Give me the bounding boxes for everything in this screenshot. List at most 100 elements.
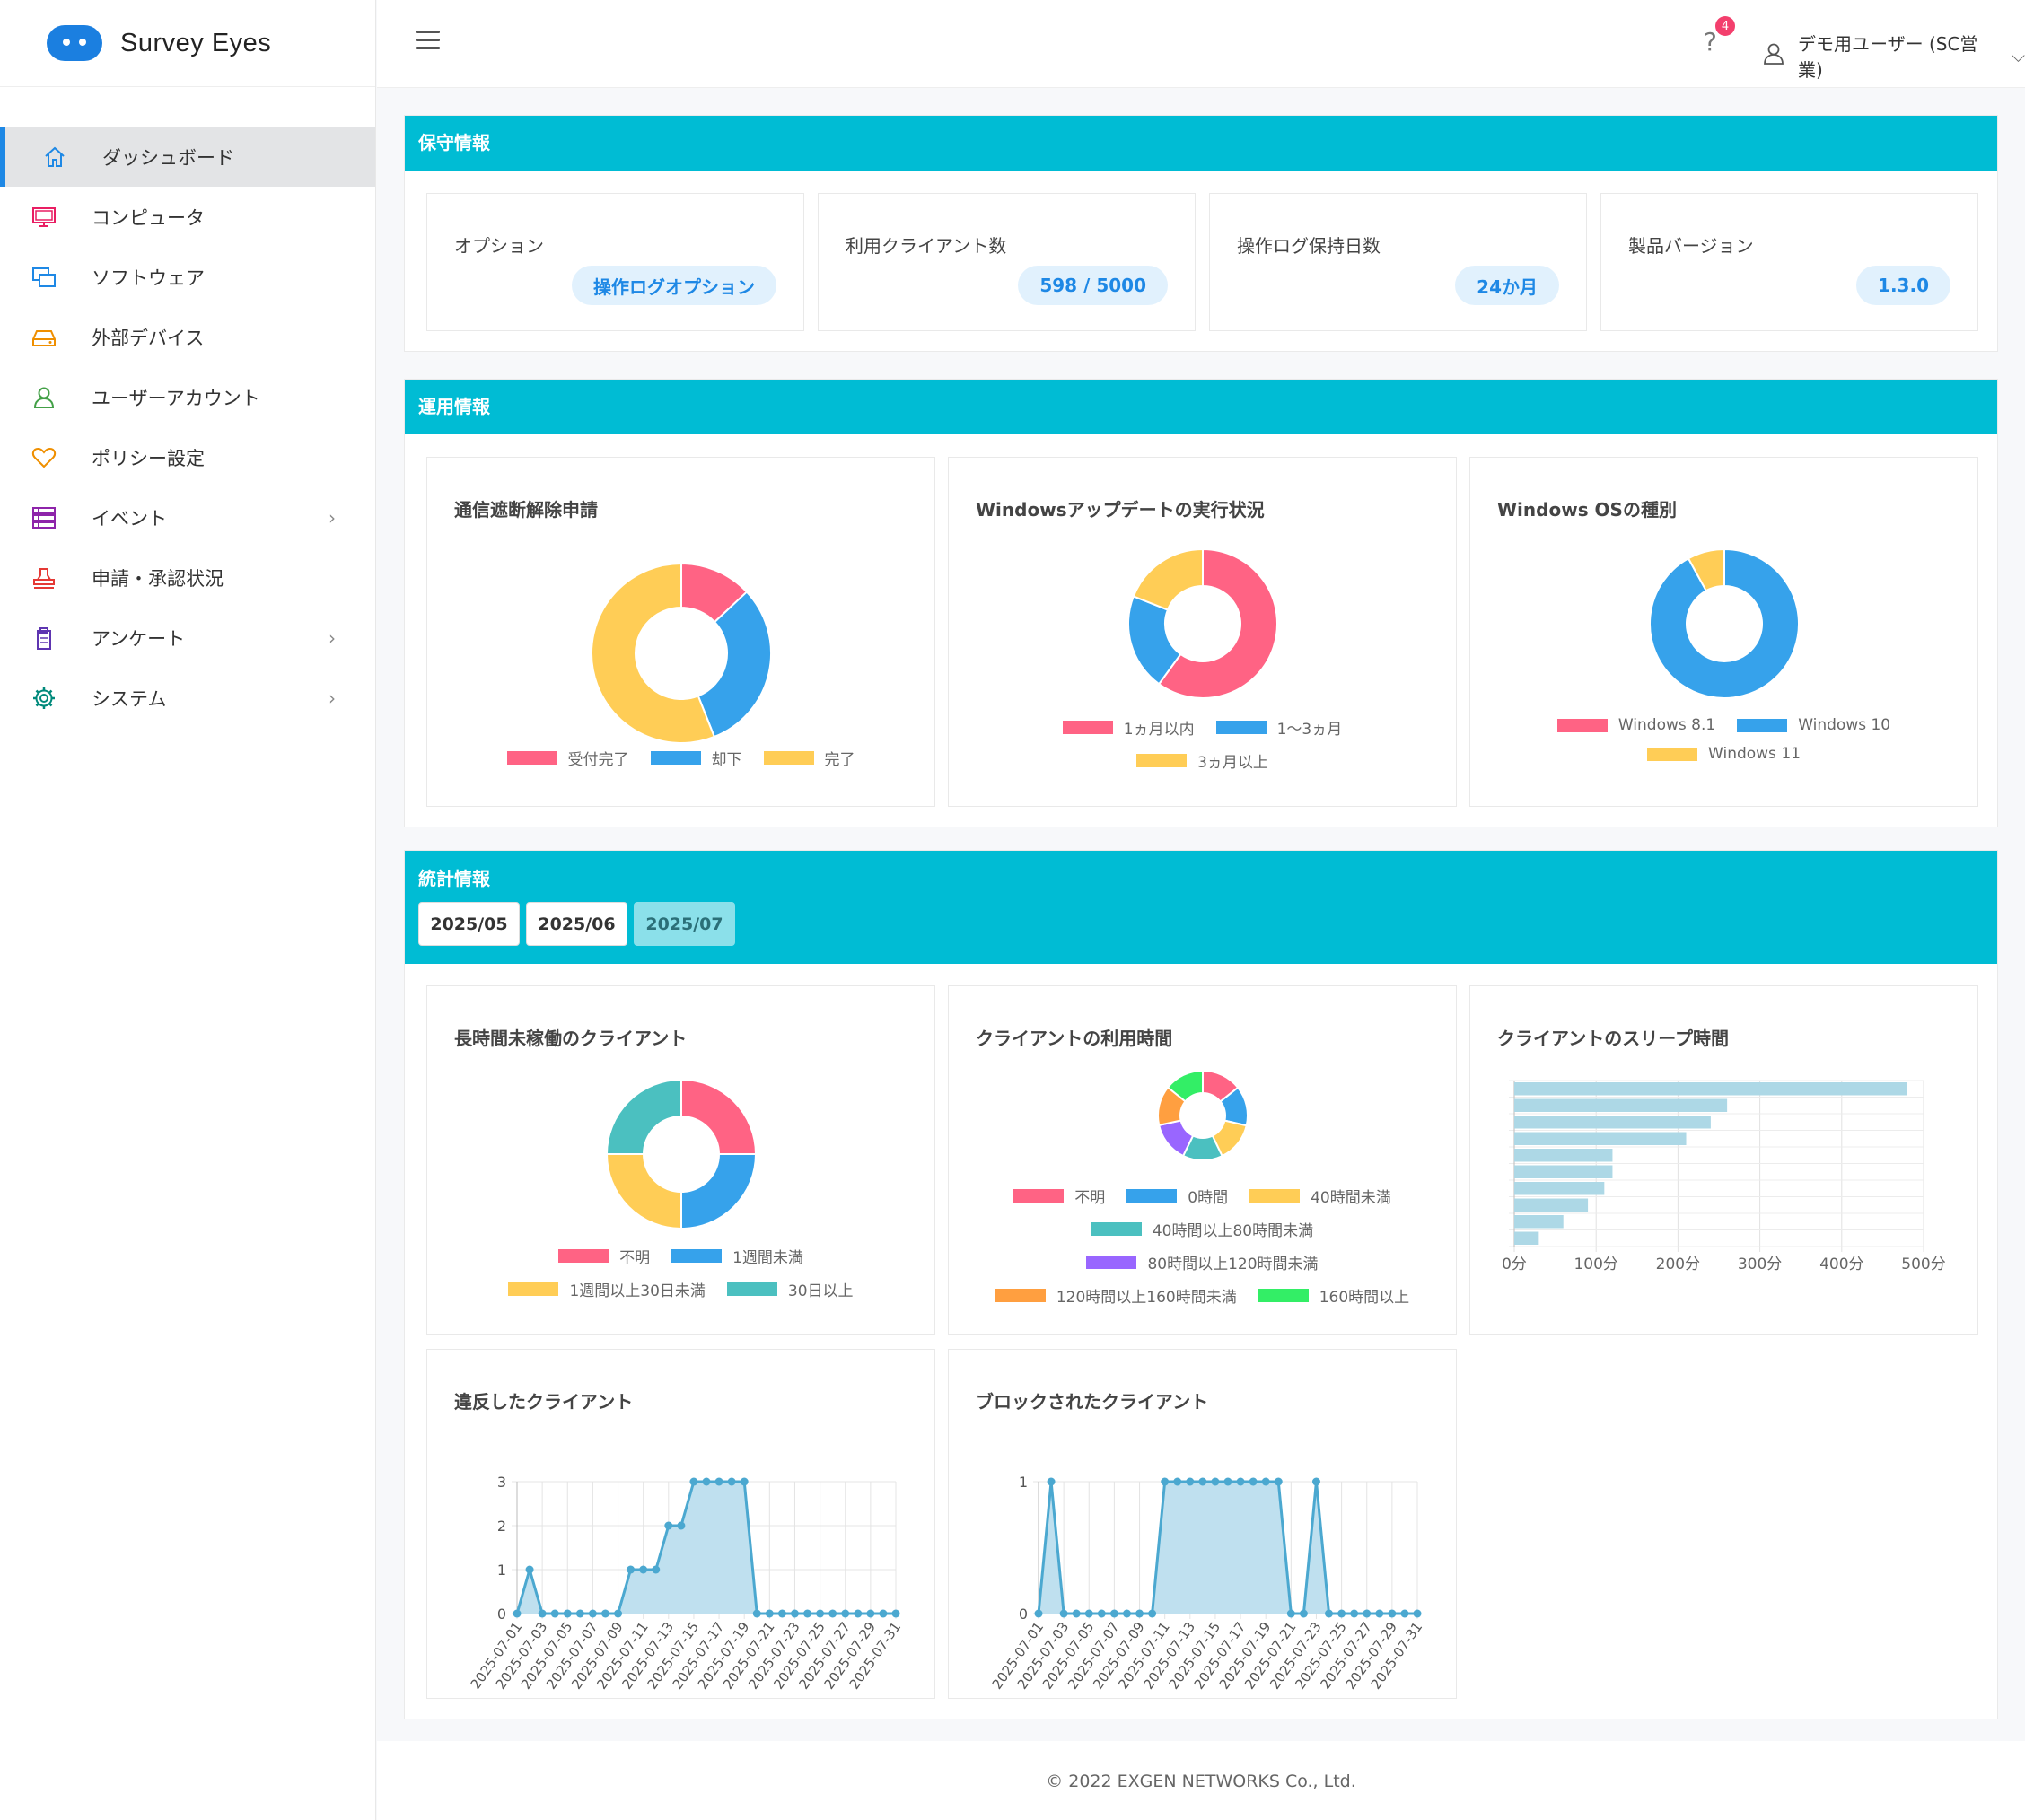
- legend-item[interactable]: 3ヵ月以上: [1136, 749, 1268, 772]
- legend-item[interactable]: Windows 10: [1737, 716, 1890, 734]
- bar[interactable]: [1514, 1132, 1687, 1146]
- bar[interactable]: [1514, 1182, 1605, 1195]
- legend-item[interactable]: 40時間未満: [1249, 1185, 1391, 1207]
- data-point[interactable]: [538, 1609, 547, 1618]
- data-point[interactable]: [1286, 1609, 1295, 1618]
- legend-item[interactable]: 0時間: [1126, 1185, 1228, 1207]
- data-point[interactable]: [627, 1565, 636, 1574]
- data-point[interactable]: [1097, 1609, 1106, 1618]
- sidebar-item-requests[interactable]: 申請・承認状況: [0, 547, 375, 608]
- month-tab-active[interactable]: 2025/07: [634, 902, 735, 946]
- legend-item[interactable]: 受付完了: [506, 747, 629, 769]
- legend-item[interactable]: 160時間以上: [1258, 1284, 1409, 1307]
- data-point[interactable]: [1109, 1609, 1118, 1618]
- data-point[interactable]: [525, 1565, 534, 1574]
- data-point[interactable]: [1034, 1609, 1043, 1618]
- data-point[interactable]: [1059, 1609, 1068, 1618]
- data-point[interactable]: [1223, 1477, 1232, 1486]
- data-point[interactable]: [1413, 1609, 1422, 1618]
- data-point[interactable]: [828, 1609, 837, 1618]
- data-point[interactable]: [664, 1521, 673, 1530]
- sidebar-item-survey[interactable]: アンケート ›: [0, 608, 375, 668]
- data-point[interactable]: [1084, 1609, 1093, 1618]
- data-point[interactable]: [1211, 1477, 1220, 1486]
- pie-slice[interactable]: [605, 1153, 682, 1230]
- data-point[interactable]: [563, 1609, 572, 1618]
- bar[interactable]: [1514, 1198, 1589, 1212]
- data-point[interactable]: [879, 1609, 888, 1618]
- legend-item[interactable]: 120時間以上160時間未満: [995, 1284, 1237, 1307]
- legend-item[interactable]: 40時間以上80時間未満: [1091, 1218, 1313, 1240]
- data-point[interactable]: [1311, 1477, 1320, 1486]
- data-point[interactable]: [1236, 1477, 1245, 1486]
- month-tab[interactable]: 2025/05: [418, 902, 520, 946]
- data-point[interactable]: [1388, 1609, 1397, 1618]
- sidebar-item-user-accounts[interactable]: ユーザーアカウント: [0, 367, 375, 427]
- help-icon[interactable]: ?: [1704, 27, 1717, 57]
- data-point[interactable]: [1186, 1477, 1195, 1486]
- legend-item[interactable]: 不明: [1013, 1185, 1105, 1207]
- sidebar-item-system[interactable]: システム ›: [0, 668, 375, 728]
- pie-slice[interactable]: [697, 591, 772, 739]
- data-point[interactable]: [816, 1609, 825, 1618]
- data-point[interactable]: [1198, 1477, 1207, 1486]
- sidebar-item-policy[interactable]: ポリシー設定: [0, 427, 375, 487]
- bar[interactable]: [1514, 1149, 1613, 1162]
- pie-slice[interactable]: [680, 1153, 758, 1230]
- legend-item[interactable]: 1〜3ヵ月: [1215, 716, 1342, 739]
- pie-slice[interactable]: [1132, 547, 1204, 611]
- legend-item[interactable]: Windows 11: [1647, 745, 1801, 763]
- pie-slice[interactable]: [605, 1078, 682, 1155]
- data-point[interactable]: [1135, 1609, 1144, 1618]
- month-tab[interactable]: 2025/06: [526, 902, 627, 946]
- app-logo[interactable]: Survey Eyes: [0, 0, 375, 87]
- data-point[interactable]: [854, 1609, 863, 1618]
- hamburger-menu-icon[interactable]: [416, 31, 440, 50]
- data-point[interactable]: [1072, 1609, 1081, 1618]
- data-point[interactable]: [1299, 1609, 1308, 1618]
- data-point[interactable]: [740, 1477, 749, 1486]
- data-point[interactable]: [513, 1609, 522, 1618]
- data-point[interactable]: [752, 1609, 761, 1618]
- pie-slice[interactable]: [1649, 547, 1800, 699]
- data-point[interactable]: [803, 1609, 812, 1618]
- data-point[interactable]: [1047, 1477, 1056, 1486]
- data-point[interactable]: [866, 1609, 875, 1618]
- data-point[interactable]: [891, 1609, 900, 1618]
- data-point[interactable]: [600, 1609, 609, 1618]
- bar[interactable]: [1514, 1098, 1728, 1113]
- data-point[interactable]: [1122, 1609, 1131, 1618]
- data-point[interactable]: [777, 1609, 786, 1618]
- pie-slice[interactable]: [1157, 547, 1278, 699]
- data-point[interactable]: [1400, 1609, 1409, 1618]
- bar[interactable]: [1514, 1082, 1907, 1096]
- sidebar-item-dashboard[interactable]: ダッシュボード: [0, 127, 375, 187]
- legend-item[interactable]: 却下: [650, 747, 742, 769]
- data-point[interactable]: [639, 1565, 648, 1574]
- legend-item[interactable]: 30日以上: [726, 1278, 854, 1300]
- sidebar-item-external-devices[interactable]: 外部デバイス: [0, 307, 375, 367]
- data-point[interactable]: [614, 1609, 623, 1618]
- data-point[interactable]: [1325, 1609, 1334, 1618]
- data-point[interactable]: [575, 1609, 584, 1618]
- bar[interactable]: [1514, 1231, 1539, 1246]
- data-point[interactable]: [1337, 1609, 1346, 1618]
- bar[interactable]: [1514, 1116, 1711, 1129]
- sidebar-item-software[interactable]: ソフトウェア: [0, 247, 375, 307]
- data-point[interactable]: [727, 1477, 736, 1486]
- data-point[interactable]: [702, 1477, 711, 1486]
- legend-item[interactable]: 完了: [763, 747, 855, 769]
- data-point[interactable]: [841, 1609, 850, 1618]
- data-point[interactable]: [588, 1609, 597, 1618]
- data-point[interactable]: [714, 1477, 723, 1486]
- data-point[interactable]: [1350, 1609, 1359, 1618]
- data-point[interactable]: [1249, 1477, 1258, 1486]
- pie-slice[interactable]: [1687, 547, 1725, 592]
- data-point[interactable]: [1363, 1609, 1372, 1618]
- data-point[interactable]: [689, 1477, 698, 1486]
- pie-slice[interactable]: [591, 562, 716, 744]
- bar[interactable]: [1514, 1165, 1613, 1179]
- data-point[interactable]: [1274, 1477, 1283, 1486]
- sidebar-item-computer[interactable]: コンピュータ: [0, 187, 375, 247]
- data-point[interactable]: [550, 1609, 559, 1618]
